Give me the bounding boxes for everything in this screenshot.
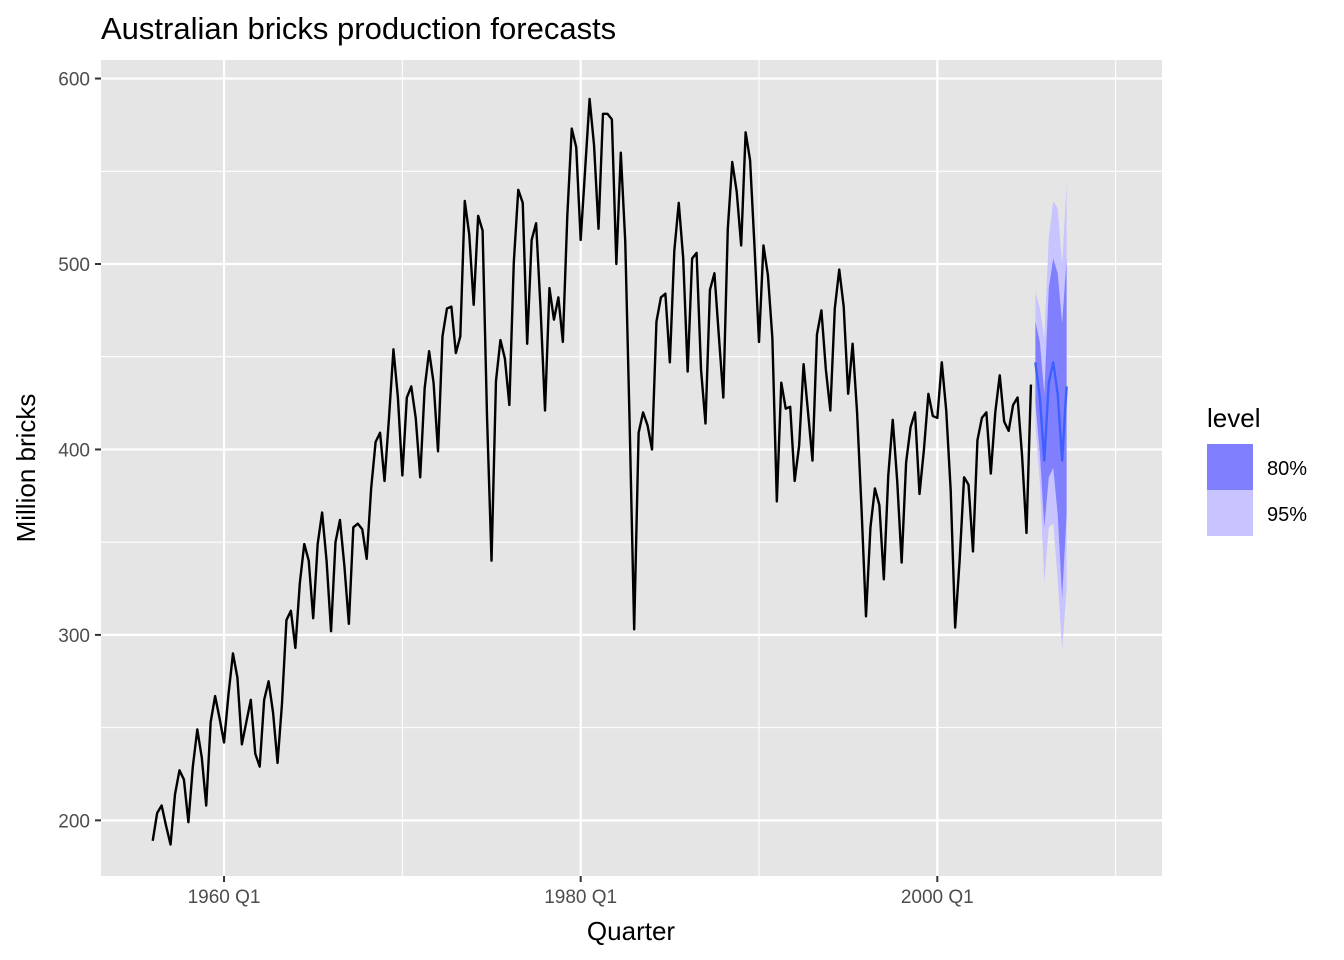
x-axis: 1960 Q1 1980 Q1 2000 Q1 — [188, 876, 974, 908]
y-tick-label: 500 — [58, 255, 90, 276]
x-axis-title: Quarter — [587, 916, 675, 946]
legend: level 80% 95% — [1207, 403, 1307, 536]
x-tick-label: 2000 Q1 — [901, 887, 974, 908]
chart-title: Australian bricks production forecasts — [101, 11, 616, 46]
legend-label-80: 80% — [1267, 458, 1307, 480]
legend-label-95: 95% — [1267, 504, 1307, 526]
y-tick-label: 400 — [58, 440, 90, 461]
x-tick-label: 1980 Q1 — [544, 887, 617, 908]
y-tick-label: 200 — [58, 811, 90, 832]
y-axis: 200 300 400 500 600 — [58, 70, 101, 833]
y-tick-label: 300 — [58, 626, 90, 647]
legend-swatch-80 — [1207, 444, 1253, 490]
x-tick-label: 1960 Q1 — [188, 887, 261, 908]
y-tick-label: 600 — [58, 70, 90, 91]
legend-swatch-95 — [1207, 490, 1253, 536]
y-axis-title: Million bricks — [11, 394, 41, 543]
legend-title: level — [1207, 403, 1260, 433]
